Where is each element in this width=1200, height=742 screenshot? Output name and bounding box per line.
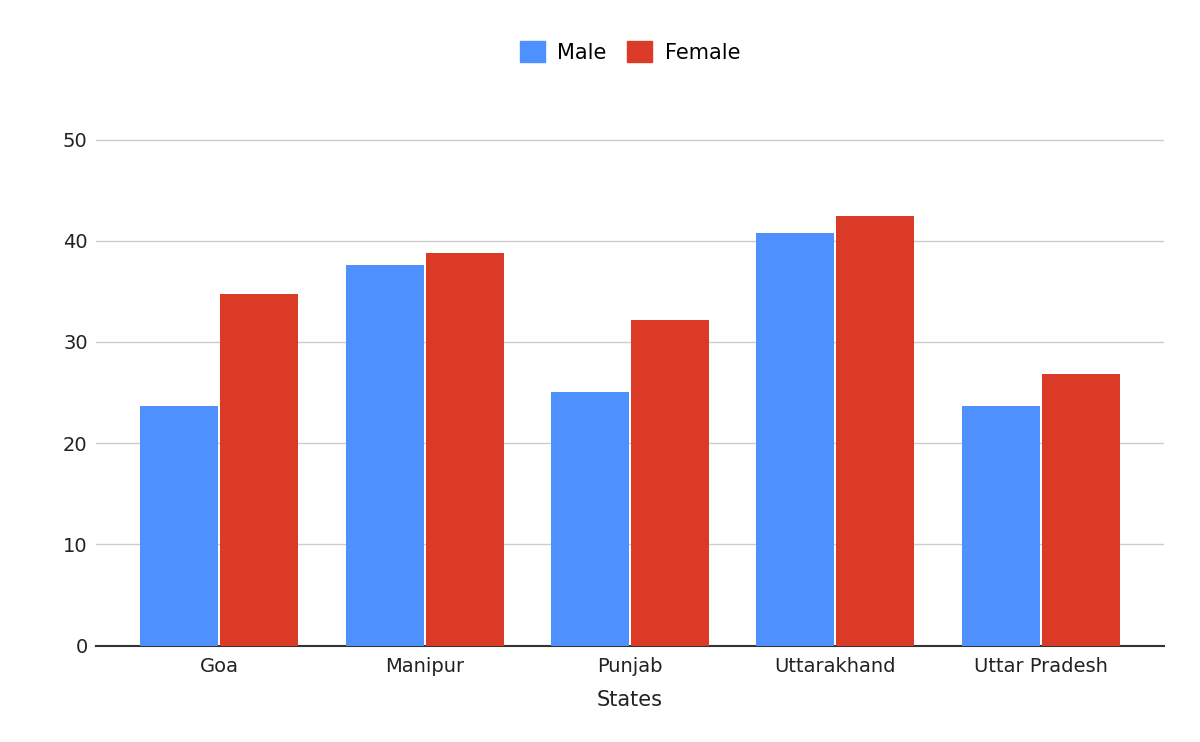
Bar [346, 265, 424, 646]
Bar [551, 392, 629, 646]
X-axis label: States: States [598, 689, 662, 709]
Bar [140, 406, 218, 646]
Bar [836, 215, 914, 646]
Bar [426, 253, 504, 646]
Bar [961, 406, 1039, 646]
Bar [1042, 375, 1120, 646]
Bar [631, 320, 709, 646]
Legend: Male, Female: Male, Female [511, 33, 749, 71]
Bar [221, 295, 299, 646]
Bar [756, 233, 834, 646]
